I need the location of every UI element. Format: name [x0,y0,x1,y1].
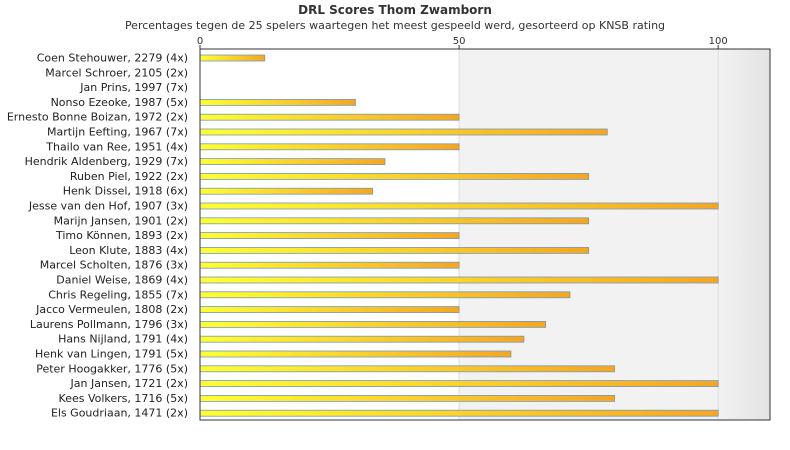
bar [199,261,460,269]
category-labels: Coen Stehouwer, 2279 (4x)Marcel Schroer,… [7,52,188,420]
bar [199,187,373,195]
x-tick-label: 50 [453,36,466,47]
bar [199,172,590,180]
x-axis-ticks: 0 50 100 [197,36,728,49]
chart-subtitle: Percentages tegen de 25 spelers waartege… [125,19,665,32]
category-label: Jan Jansen, 1721 (2x) [70,377,188,390]
bar [199,232,460,240]
bar [199,143,460,151]
bar [199,380,719,388]
category-label: Henk van Lingen, 1791 (5x) [35,348,188,361]
category-label: Nonso Ezeoke, 1987 (5x) [51,96,188,109]
category-label: Leon Klute, 1883 (4x) [69,244,188,257]
bar [199,54,266,62]
category-label: Marcel Schroer, 2105 (2x) [45,66,188,79]
category-label: Coen Stehouwer, 2279 (4x) [37,52,188,65]
category-label: Daniel Weise, 1869 (4x) [56,274,188,287]
x-tick-label: 0 [197,36,203,47]
category-label: Marijn Jansen, 1901 (2x) [54,214,188,227]
bar [199,158,386,166]
bar [199,217,590,225]
category-label: Jacco Vermeulen, 1808 (2x) [35,303,188,316]
category-label: Jan Prins, 1997 (7x) [79,81,188,94]
category-label: Martijn Eefting, 1967 (7x) [47,126,188,139]
category-label: Thailo van Ree, 1951 (4x) [45,140,188,153]
bar [199,394,615,402]
bar [199,409,719,417]
category-label: Henk Dissel, 1918 (6x) [63,185,188,198]
bar [199,113,460,121]
chart-title: DRL Scores Thom Zwamborn [298,3,492,17]
bar [199,291,571,299]
bar [199,306,460,314]
category-label: Laurens Pollmann, 1796 (3x) [30,318,188,331]
band-100-plus [718,49,770,420]
bar [199,202,719,210]
bar [199,320,547,328]
bar [199,128,608,136]
category-label: Kees Volkers, 1716 (5x) [59,392,188,405]
bar [199,365,615,373]
plot-frame [199,48,771,421]
bar [199,350,512,358]
category-label: Marcel Scholten, 1876 (3x) [40,259,188,272]
category-label: Hendrik Aldenberg, 1929 (7x) [25,155,188,168]
bar [199,246,590,254]
category-label: Ruben Piel, 1922 (2x) [70,170,188,183]
category-label: Timo Können, 1893 (2x) [55,229,188,242]
category-label: Hans Nijland, 1791 (4x) [58,333,188,346]
category-label: Ernesto Bonne Boizan, 1972 (2x) [7,111,188,124]
category-label: Els Goudriaan, 1471 (2x) [51,407,188,420]
category-label: Chris Regeling, 1855 (7x) [48,288,188,301]
band-50-100 [459,49,719,420]
category-label: Peter Hoogakker, 1776 (5x) [36,362,188,375]
bar [199,335,525,343]
bar [199,99,356,106]
category-label: Jesse van den Hof, 1907 (3x) [28,200,188,213]
x-tick-label: 100 [709,36,728,47]
bar [199,276,719,284]
